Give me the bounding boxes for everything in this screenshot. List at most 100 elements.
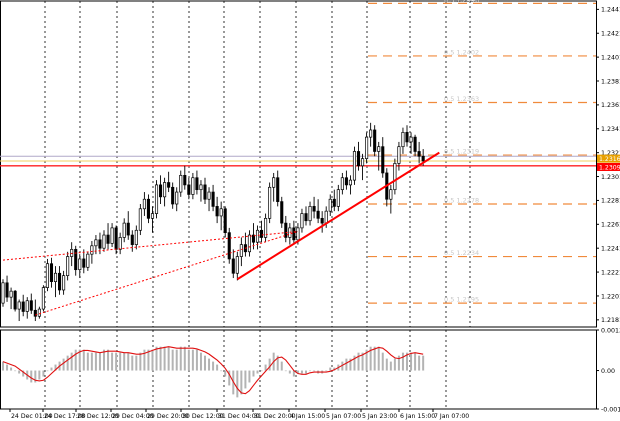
candle-body-bearish — [223, 208, 227, 234]
macd-histogram-bar — [385, 358, 388, 371]
candle-body-bullish — [17, 301, 21, 310]
macd-axis-tick-label: 0.00136 — [601, 327, 620, 334]
main-plot-frame — [0, 0, 597, 328]
candle-body-bullish — [134, 229, 138, 245]
candle-body-bearish — [5, 282, 9, 298]
candle-body-bullish — [45, 263, 49, 288]
macd-histogram-bar — [284, 370, 287, 372]
price-marker-box — [597, 162, 620, 171]
candle-body-bullish — [393, 163, 397, 191]
macd-histogram-bar — [175, 349, 178, 371]
candle-body-bullish — [365, 136, 369, 159]
candle-body-bearish — [292, 227, 296, 241]
candle-body-bullish — [37, 308, 41, 317]
candle-body-bullish — [264, 217, 268, 238]
candle-body-bullish — [239, 244, 243, 257]
candle-body-bearish — [381, 146, 385, 174]
candle-body-bullish — [328, 198, 332, 212]
macd-histogram-bar — [418, 355, 421, 371]
macd-histogram-bar — [208, 358, 211, 371]
macd-histogram-bar — [127, 352, 130, 371]
candle-body-bearish — [284, 222, 288, 238]
fibonacci-level-label: 0.5 1.2446 — [444, 0, 479, 4]
time-axis-tick-label: 31 Dec 20:00 — [254, 413, 296, 420]
macd-histogram-bar — [224, 370, 227, 377]
candle-body-bearish — [332, 198, 336, 207]
macd-histogram-bar — [187, 349, 190, 371]
candle-body-bearish — [74, 249, 78, 271]
candle-body-bearish — [195, 177, 199, 191]
candle-body-bullish — [397, 146, 401, 164]
candle-body-bullish — [154, 184, 159, 214]
price-marker-label: 1.2316 — [599, 156, 620, 163]
candle-body-bullish — [219, 208, 223, 217]
candle-body-bullish — [340, 177, 344, 191]
macd-histogram-bar — [365, 349, 368, 371]
macd-histogram-bar — [10, 367, 13, 371]
candle-body-bearish — [98, 239, 102, 249]
candle-body-bullish — [268, 186, 272, 219]
macd-histogram-bar — [199, 352, 202, 371]
candle-body-bullish — [401, 132, 405, 148]
macd-histogram-bar — [345, 358, 348, 371]
fibonacci-level-label: 0.5 1.2195 — [444, 296, 479, 304]
macd-histogram-bar — [143, 349, 146, 371]
candle-body-bullish — [66, 256, 70, 277]
candle-body-bearish — [49, 263, 54, 282]
fibonacci-level-label: 0.5 1.2234 — [444, 249, 479, 257]
macd-histogram-bar — [70, 352, 73, 371]
candle-body-bearish — [183, 174, 187, 186]
candle-body-bullish — [191, 177, 195, 195]
candle-body-bullish — [94, 239, 98, 247]
macd-histogram-bar — [155, 346, 158, 371]
macd-histogram-bar — [6, 364, 9, 371]
macd-histogram-bar — [111, 352, 114, 371]
macd-histogram-bar — [163, 346, 166, 371]
macd-plot-frame — [0, 329, 597, 410]
macd-histogram-bar — [50, 367, 53, 371]
macd-histogram-bar — [94, 352, 97, 371]
candle-body-bullish — [90, 245, 94, 255]
candle-body-bullish — [255, 229, 260, 243]
candle-body-bearish — [276, 177, 280, 202]
macd-histogram-bar — [216, 364, 219, 371]
candle-body-bearish — [211, 191, 215, 207]
candle-body-bearish — [413, 136, 417, 152]
macd-histogram-bar — [54, 364, 57, 371]
candle-body-bearish — [21, 301, 25, 312]
candle-body-bullish — [25, 300, 29, 312]
time-axis-tick-label: 28 Dec 12:00 — [77, 413, 119, 420]
macd-histogram-bar — [300, 370, 303, 374]
macd-histogram-bar — [349, 358, 352, 371]
macd-histogram-bar — [119, 352, 122, 371]
candle-body-bearish — [126, 222, 130, 236]
candle-body-bullish — [62, 275, 66, 291]
candle-body-bullish — [308, 206, 312, 222]
macd-histogram-bar — [309, 370, 312, 372]
macd-histogram-bar — [361, 352, 364, 371]
candle-body-bullish — [179, 174, 183, 193]
candle-body-bearish — [187, 184, 191, 195]
macd-histogram-bar — [341, 361, 344, 371]
macd-histogram-bar — [74, 349, 77, 371]
candle-body-bearish — [280, 201, 284, 224]
macd-histogram-bar — [313, 370, 316, 372]
macd-histogram-bar — [268, 358, 271, 371]
macd-histogram-bar — [204, 355, 206, 371]
macd-histogram-bar — [82, 349, 85, 371]
macd-histogram-bar — [260, 370, 263, 372]
macd-histogram-bar — [14, 370, 17, 372]
candle-body-bullish — [235, 256, 239, 274]
candle-body-bearish — [421, 155, 425, 162]
candle-body-bullish — [409, 136, 413, 143]
macd-histogram-bar — [329, 367, 332, 371]
candle-body-bullish — [41, 287, 45, 310]
candle-body-bearish — [82, 258, 86, 268]
